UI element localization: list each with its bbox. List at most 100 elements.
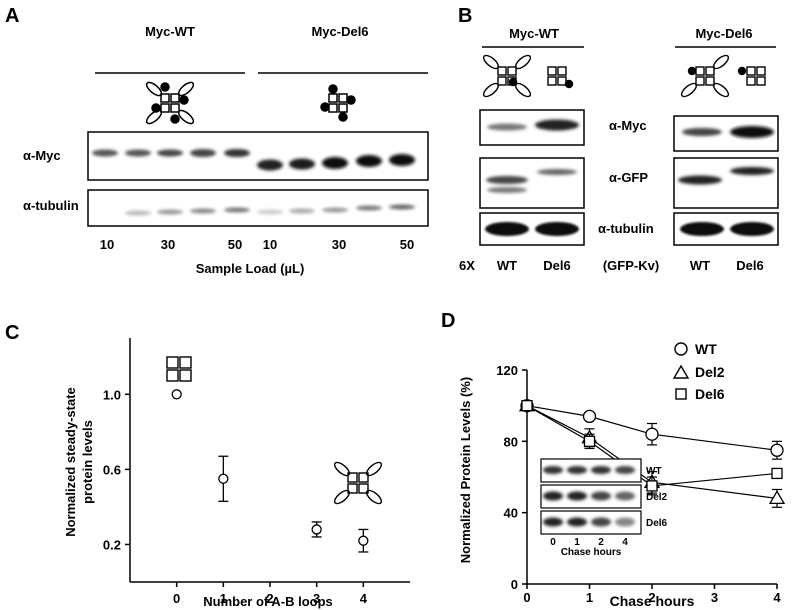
panel-a-load-tick: 50 bbox=[228, 237, 242, 252]
blot-band bbox=[591, 517, 611, 527]
blot-band bbox=[92, 149, 118, 157]
panel-b-group-del6: Myc-Del6 bbox=[695, 26, 752, 41]
panel-b-group-wt: Myc-WT bbox=[509, 26, 559, 41]
blot-band bbox=[537, 169, 577, 175]
blot-band bbox=[487, 123, 527, 131]
inset-blot-del2 bbox=[540, 484, 642, 509]
x-tick-label: 0 bbox=[523, 590, 530, 605]
panel-d-inset: WT Del2 Del6 0 1 2 4 Chase hours bbox=[540, 458, 668, 558]
blot-band bbox=[389, 154, 415, 166]
inset-tick: 4 bbox=[622, 537, 628, 548]
data-point bbox=[171, 389, 182, 400]
blot-band bbox=[535, 119, 579, 131]
blot-band bbox=[682, 128, 722, 136]
blot-band bbox=[615, 517, 635, 527]
blot-band bbox=[190, 208, 216, 214]
panel-d-legend: WT Del2 Del6 bbox=[672, 341, 725, 402]
y-tick-label: 0 bbox=[511, 577, 518, 592]
panel-c-ticks: 0 1 2 3 4 0.2 0.6 1.0 bbox=[103, 387, 368, 606]
inset-row-label: Del6 bbox=[646, 518, 668, 529]
x-tick-label: 3 bbox=[313, 591, 320, 606]
data-point bbox=[768, 490, 786, 505]
legend-label-del6: Del6 bbox=[695, 386, 725, 402]
panel-a: A Myc-WT Myc-Del6 α-Myc α-tubulin bbox=[5, 5, 429, 276]
blot-band bbox=[224, 207, 250, 213]
panel-a-row-tubulin: α-tubulin bbox=[23, 198, 79, 213]
data-point bbox=[645, 427, 659, 441]
panel-c-channel-icon-4 bbox=[333, 461, 383, 505]
panel-a-load-tick: 50 bbox=[400, 237, 414, 252]
blot-band bbox=[730, 167, 774, 175]
inset-bands bbox=[543, 466, 635, 527]
panel-a-xlabel: Sample Load (µL) bbox=[196, 261, 305, 276]
panel-a-group-wt: Myc-WT bbox=[145, 24, 195, 39]
blot-band bbox=[730, 126, 774, 138]
panel-c-channel-icon-0 bbox=[166, 356, 192, 382]
data-point bbox=[218, 473, 229, 484]
y-tick-label: 1.0 bbox=[103, 387, 121, 402]
panel-b-lane-label: WT bbox=[690, 258, 710, 273]
blot-band bbox=[125, 210, 151, 216]
data-point bbox=[646, 480, 658, 492]
inset-tick: 0 bbox=[550, 537, 556, 548]
legend-marker-del2 bbox=[672, 364, 690, 379]
panel-b-row-myc: α-Myc bbox=[609, 118, 647, 133]
panel-a-row-myc: α-Myc bbox=[23, 148, 61, 163]
x-tick-label: 2 bbox=[648, 590, 655, 605]
x-tick-label: 3 bbox=[711, 590, 718, 605]
blot-band bbox=[257, 209, 283, 215]
panel-b-footer-prefix: 6X bbox=[459, 258, 475, 273]
data-point bbox=[582, 409, 597, 424]
blot-band bbox=[543, 466, 563, 474]
blot-band bbox=[591, 491, 611, 501]
panel-b-letter: B bbox=[458, 5, 472, 27]
panel-c-points bbox=[171, 389, 369, 553]
blot-band bbox=[157, 149, 183, 157]
panel-c-xlabel: Number of A-B loops bbox=[203, 594, 333, 609]
blot-band bbox=[615, 466, 635, 474]
panel-d-series bbox=[518, 397, 786, 508]
series-wt bbox=[520, 399, 784, 460]
panel-b-footer-middle: (GFP-Kv) bbox=[603, 258, 659, 273]
y-tick-label: 80 bbox=[504, 434, 518, 449]
x-tick-label: 4 bbox=[360, 591, 368, 606]
blot-band bbox=[678, 175, 722, 185]
y-tick-label: 120 bbox=[496, 363, 518, 378]
blot-band bbox=[389, 204, 415, 210]
x-tick-label: 0 bbox=[173, 591, 180, 606]
panel-b-channel-del6-del6-icon bbox=[737, 66, 766, 86]
legend-marker-wt bbox=[674, 342, 688, 356]
data-point bbox=[311, 524, 322, 535]
blot-band bbox=[543, 491, 563, 501]
blot-band bbox=[543, 517, 563, 527]
panel-d-letter: D bbox=[441, 310, 455, 332]
panel-a-load-tick: 10 bbox=[100, 237, 114, 252]
blot-band bbox=[322, 207, 348, 213]
series-line bbox=[526, 405, 778, 451]
panel-b-channel-wt-del6-icon bbox=[680, 54, 730, 98]
blot-band bbox=[157, 209, 183, 215]
panel-a-load-tick: 30 bbox=[332, 237, 346, 252]
blot-band bbox=[730, 222, 774, 236]
data-point bbox=[770, 443, 784, 457]
blot-band bbox=[485, 222, 529, 236]
panel-b-lane-label: Del6 bbox=[543, 258, 570, 273]
panel-a-letter: A bbox=[5, 5, 19, 27]
x-tick-label: 2 bbox=[266, 591, 273, 606]
blot-band bbox=[322, 157, 348, 169]
data-point bbox=[358, 535, 369, 546]
blot-band bbox=[356, 205, 382, 211]
inset-tick: 1 bbox=[574, 537, 580, 548]
panel-a-load-tick: 10 bbox=[263, 237, 277, 252]
legend-label-wt: WT bbox=[695, 341, 717, 357]
blot-band bbox=[567, 517, 587, 527]
blot-band bbox=[567, 466, 587, 474]
blot-band bbox=[680, 222, 724, 236]
inset-xlabel: Chase hours bbox=[561, 547, 622, 558]
panel-b-lane-label: Del6 bbox=[736, 258, 763, 273]
panel-c: C 0 1 2 3 4 0.2 0.6 1.0 Normalized steady-state… bbox=[5, 322, 410, 609]
panel-b-channel-wt-icon bbox=[482, 54, 532, 98]
panel-b-lane-label: WT bbox=[497, 258, 517, 273]
